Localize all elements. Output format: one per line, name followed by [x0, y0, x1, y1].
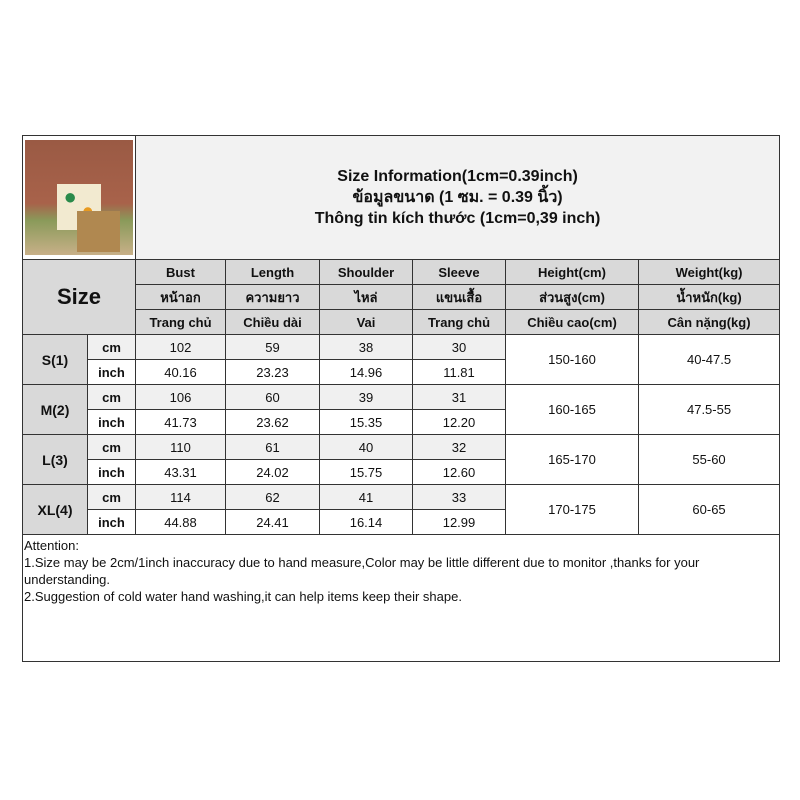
product-photo — [22, 135, 136, 260]
weight-range: 60-65 — [637, 484, 781, 535]
height-range: 150-160 — [505, 334, 639, 385]
weight-range: 55-60 — [637, 434, 781, 485]
cell-inch: 41.73 — [135, 409, 226, 435]
size-name: M(2) — [22, 384, 88, 435]
size-name: XL(4) — [22, 484, 88, 535]
cell-cm: 38 — [319, 334, 413, 360]
cell-cm: 110 — [135, 434, 226, 460]
column-header-th: ส่วนสูง(cm) — [505, 284, 639, 310]
unit-label: inch — [87, 509, 136, 535]
cell-inch: 23.23 — [225, 359, 320, 385]
weight-range: 47.5-55 — [637, 384, 781, 435]
column-header-th: แขนเสื้อ — [412, 284, 506, 310]
column-header-vi: Chiều dài — [225, 309, 320, 335]
unit-label: inch — [87, 409, 136, 435]
cell-cm: 32 — [412, 434, 506, 460]
size-chart-table: Size Information(1cm=0.39inch) ข้อมูลขนา… — [21, 135, 781, 662]
title-vi: Thông tin kích thước (1cm=0,39 inch) — [314, 210, 601, 227]
table-row: XL(4) cm 114 62 41 33 170-175 60-65 — [22, 484, 781, 535]
column-header-vi: Trang chủ — [135, 309, 226, 335]
cell-inch: 43.31 — [135, 459, 226, 485]
column-header-en: Bust — [135, 259, 226, 285]
table-row: S(1) cm 102 59 38 30 150-160 40-47.5 — [22, 334, 781, 385]
cell-cm: 102 — [135, 334, 226, 360]
height-range: 170-175 — [505, 484, 639, 535]
column-header-vi: Cân nặng(kg) — [637, 309, 781, 335]
cell-cm: 62 — [225, 484, 320, 510]
attention-heading: Attention: — [24, 538, 79, 553]
column-header-th: ไหล่ — [319, 284, 413, 310]
cell-cm: 39 — [319, 384, 413, 410]
table-row: inch 44.88 24.41 16.14 12.99 — [23, 509, 780, 535]
column-header-th: น้ำหนัก(kg) — [637, 284, 781, 310]
column-header-vi: Trang chủ — [412, 309, 506, 335]
unit-label: inch — [87, 359, 136, 385]
cell-inch: 40.16 — [135, 359, 226, 385]
cell-cm: 106 — [135, 384, 226, 410]
table-row: inch 43.31 24.02 15.75 12.60 — [23, 459, 780, 485]
attention-notes: Attention: 1.Size may be 2cm/1inch inacc… — [21, 534, 781, 662]
cell-inch: 44.88 — [135, 509, 226, 535]
cell-inch: 24.02 — [225, 459, 320, 485]
cell-cm: 40 — [319, 434, 413, 460]
table-row: inch 41.73 23.62 15.35 12.20 — [23, 409, 780, 435]
title-cell: Size Information(1cm=0.39inch) ข้อมูลขนา… — [134, 135, 781, 260]
attention-line-2: 2.Suggestion of cold water hand washing,… — [24, 589, 462, 604]
column-header-en: Length — [225, 259, 320, 285]
table-row: inch 40.16 23.23 14.96 11.81 — [23, 359, 780, 385]
cell-cm: 30 — [412, 334, 506, 360]
cell-cm: 61 — [225, 434, 320, 460]
column-header-en: Shoulder — [319, 259, 413, 285]
cell-cm: 41 — [319, 484, 413, 510]
table-row: M(2) cm 106 60 39 31 160-165 47.5-55 — [22, 384, 781, 435]
cell-inch: 15.75 — [319, 459, 413, 485]
column-header-en: Height(cm) — [505, 259, 639, 285]
cell-cm: 59 — [225, 334, 320, 360]
cell-inch: 11.81 — [412, 359, 506, 385]
column-header-en: Sleeve — [412, 259, 506, 285]
unit-label: cm — [87, 434, 136, 460]
cell-cm: 31 — [412, 384, 506, 410]
cell-inch: 24.41 — [225, 509, 320, 535]
cell-inch: 16.14 — [319, 509, 413, 535]
column-header-th: ความยาว — [225, 284, 320, 310]
unit-label: cm — [87, 384, 136, 410]
column-header-th: หน้าอก — [135, 284, 226, 310]
cell-inch: 12.20 — [412, 409, 506, 435]
cell-inch: 15.35 — [319, 409, 413, 435]
attention-line-1: 1.Size may be 2cm/1inch inaccuracy due t… — [24, 555, 700, 587]
unit-label: cm — [87, 484, 136, 510]
cell-inch: 12.99 — [412, 509, 506, 535]
height-range: 160-165 — [505, 384, 639, 435]
height-range: 165-170 — [505, 434, 639, 485]
cell-inch: 12.60 — [412, 459, 506, 485]
cell-cm: 33 — [412, 484, 506, 510]
cell-inch: 23.62 — [225, 409, 320, 435]
cell-cm: 60 — [225, 384, 320, 410]
weight-range: 40-47.5 — [637, 334, 781, 385]
column-header-en: Weight(kg) — [637, 259, 781, 285]
unit-label: inch — [87, 459, 136, 485]
column-header-vi: Chiều cao(cm) — [505, 309, 639, 335]
title-en: Size Information(1cm=0.39inch) — [337, 168, 578, 185]
size-name: L(3) — [22, 434, 88, 485]
unit-label: cm — [87, 334, 136, 360]
table-row: L(3) cm 110 61 40 32 165-170 55-60 — [22, 434, 781, 485]
title-th: ข้อมูลขนาด (1 ซม. = 0.39 นิ้ว) — [352, 189, 563, 206]
cell-cm: 114 — [135, 484, 226, 510]
size-name: S(1) — [22, 334, 88, 385]
size-header: Size — [22, 259, 136, 335]
column-header-vi: Vai — [319, 309, 413, 335]
cell-inch: 14.96 — [319, 359, 413, 385]
